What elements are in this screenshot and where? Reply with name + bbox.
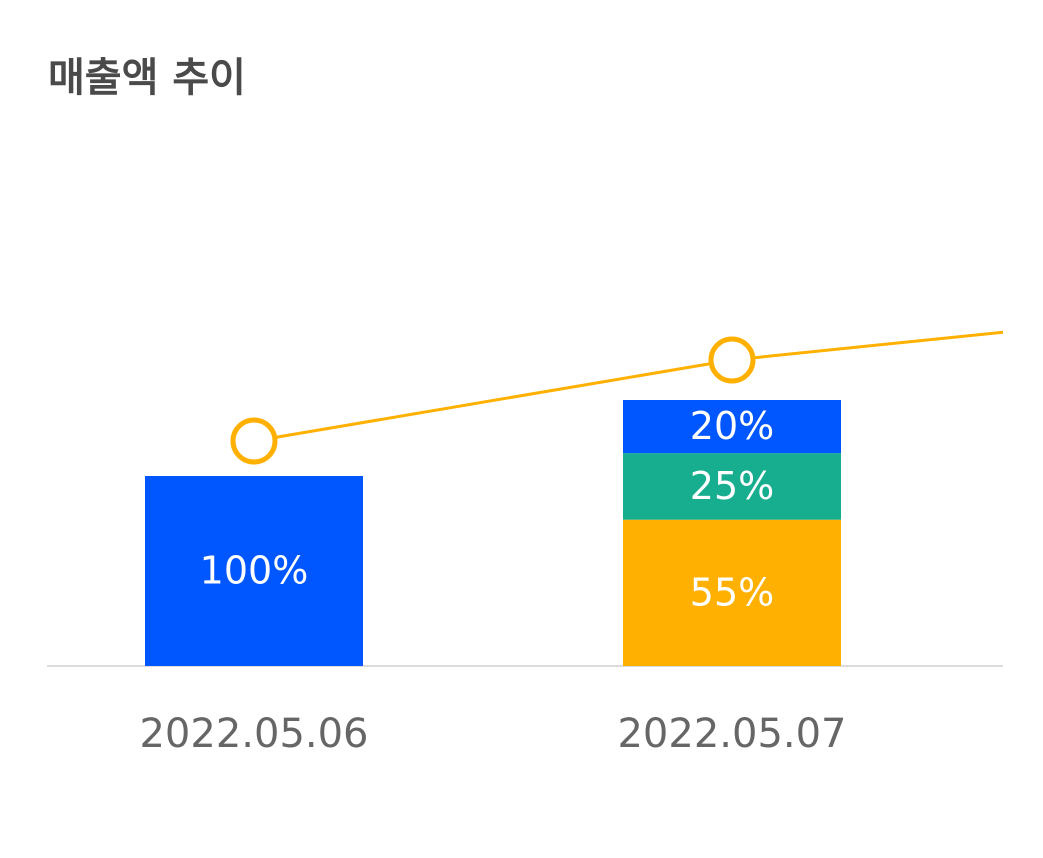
bar-segment: [623, 453, 841, 520]
value-label: 25%: [690, 464, 774, 508]
bar-segment: [145, 476, 363, 666]
line-marker: [708, 336, 756, 384]
value-label: 55%: [690, 570, 774, 614]
x-tick-label: 2022.05.06: [139, 711, 368, 757]
line-layer: [230, 330, 1003, 465]
line-marker: [230, 417, 278, 465]
x-tick-label: 2022.05.07: [617, 711, 846, 757]
chart-title: 매출액 추이: [48, 55, 246, 101]
bars: 100% 55% 25% 20%: [145, 400, 841, 666]
value-label: 20%: [690, 404, 774, 448]
bar-segment: [623, 519, 841, 666]
value-label: 100%: [200, 549, 309, 593]
bar-segment: [623, 400, 841, 454]
